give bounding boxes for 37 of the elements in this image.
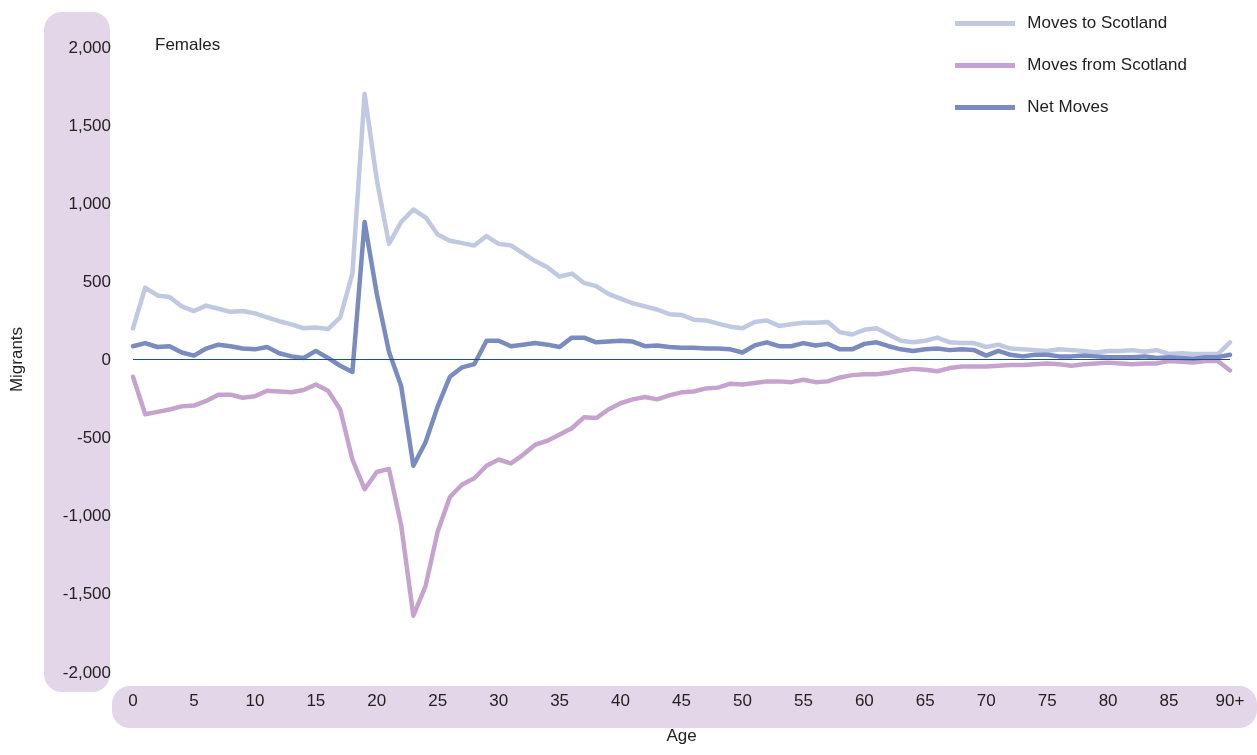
- x-tick-label: 20: [367, 691, 387, 710]
- line-series: [130, 219, 1233, 468]
- x-tick-label: 25: [428, 691, 448, 710]
- y-tick-label: 1,500: [68, 115, 111, 135]
- x-axis-title: Age: [666, 726, 697, 745]
- y-tick-label: -2,000: [62, 662, 111, 682]
- y-tick-label: -500: [76, 428, 111, 448]
- x-tick-label: 45: [672, 691, 691, 710]
- x-tick-label: 60: [854, 691, 874, 710]
- y-tick-label: 1,000: [68, 193, 111, 213]
- y-tick-label: -1,500: [62, 584, 111, 604]
- x-tick-label: 10: [245, 691, 265, 710]
- legend-label: Moves to Scotland: [1027, 13, 1168, 33]
- x-tick-label: 85: [1159, 691, 1179, 710]
- line-series: [130, 91, 1233, 357]
- x-tick-label: 90+: [1215, 691, 1245, 710]
- annotation: Females: [155, 35, 221, 54]
- y-tick-label: 2,000: [68, 37, 111, 57]
- legend-label: Moves from Scotland: [1027, 55, 1187, 75]
- x-tick-label: 70: [976, 691, 996, 710]
- x-tick-label: 30: [489, 691, 509, 710]
- y-tick-label: -1,000: [62, 506, 111, 526]
- x-tick-label: 5: [189, 691, 199, 710]
- x-tick-label: 0: [128, 691, 138, 710]
- legend-label: Net Moves: [1027, 97, 1109, 117]
- y-axis-title: Migrants: [7, 326, 26, 393]
- x-tick-label: 50: [732, 691, 752, 710]
- x-tick-label: 40: [611, 691, 631, 710]
- line-series: [130, 358, 1233, 618]
- x-tick-label: 55: [793, 691, 813, 710]
- y-tick-label: 0: [101, 350, 111, 369]
- x-tick-label: 80: [1098, 691, 1118, 710]
- x-tick-label: 65: [915, 691, 935, 710]
- x-tick-label: 75: [1037, 691, 1057, 710]
- x-tick-label: 35: [550, 691, 570, 710]
- y-tick-label: 500: [82, 271, 111, 291]
- x-tick-label: 15: [306, 691, 326, 710]
